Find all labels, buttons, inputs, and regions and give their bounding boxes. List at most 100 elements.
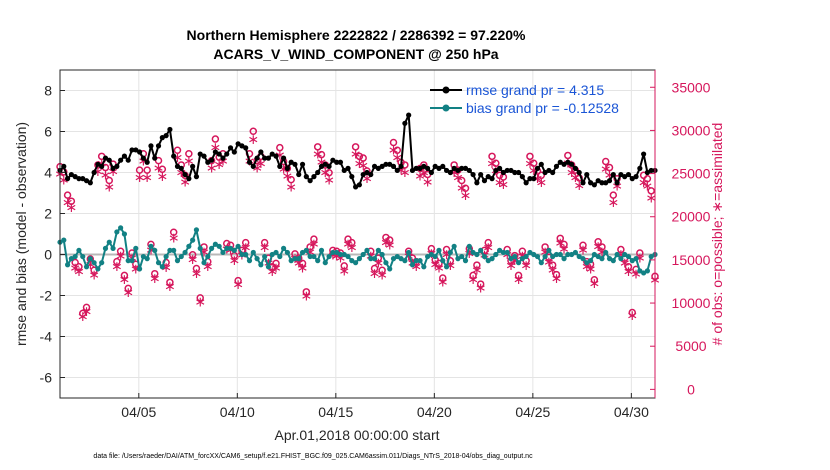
obs-assimilated-point: ∗ [596,244,608,260]
obs-possible-point [298,259,307,268]
rmse-point [387,161,393,167]
bias-point [515,260,522,266]
bias-point [565,251,571,258]
bias-point [462,258,469,264]
bias-point [315,258,321,264]
obs-assimilated-point: ∗ [399,165,411,181]
rmse-point [224,151,230,157]
obs-assimilated-point: ∗ [198,244,210,260]
bias-point [390,256,397,262]
obs-assimilated-point: ∗ [107,164,119,180]
obs-possible-point [188,250,197,259]
rmse-point [318,163,325,169]
obs-assimilated-point: ∗ [141,170,153,186]
obs-assimilated-point: ∗ [319,165,331,181]
obs-assimilated-point: ∗ [380,235,392,251]
rmse-point [106,157,112,163]
obs-assimilated-point: ∗ [414,168,426,184]
bias-point [235,243,241,249]
rmse-point [402,120,408,126]
obs-assimilated-point: ∗ [149,271,161,287]
y-right-tick-label: 10000 [672,295,711,311]
bias-point [83,264,90,270]
rmse-point [459,165,465,171]
rmse-point [258,149,264,155]
rmse-point [118,157,124,163]
bias-point [360,251,366,258]
rmse-point [534,165,541,171]
obs-assimilated-point: ∗ [342,236,354,252]
obs-possible-point [427,244,436,253]
obs-possible-point [154,156,163,165]
rmse-point [428,169,435,176]
obs-assimilated-point: ∗ [316,154,328,170]
obs-possible-point [116,247,125,256]
obs-assimilated-point: ∗ [592,239,604,255]
bias-point [466,243,472,249]
obs-assimilated-point: ∗ [168,230,180,246]
rmse-point [99,163,105,169]
rmse-point [262,155,268,161]
obs-assimilated-point: ∗ [460,188,472,204]
obs-possible-point [260,238,269,247]
obs-assimilated-point: ∗ [58,173,70,189]
obs-assimilated-point: ∗ [266,264,278,280]
rmse-point [523,180,529,186]
obs-possible-point [609,191,618,199]
obs-assimilated-point: ∗ [255,156,267,172]
rmse-point [625,171,632,178]
obs-assimilated-point: ∗ [566,165,578,181]
obs-possible-point [624,263,633,271]
bias-point [341,251,347,258]
chart-title-line2: ACARS_V_WIND_COMPONENT @ 250 hPa [213,46,498,62]
bias-point [212,241,218,247]
rmse-point [296,171,302,178]
bias-point [239,251,245,258]
rmse-point [587,180,594,186]
rmse-point [493,167,499,174]
obs-possible-point [158,165,167,174]
obs-possible-point [537,171,546,180]
obs-possible-point [643,175,652,183]
obs-possible-point [598,243,606,251]
bias-point [80,253,86,260]
bias-point [163,253,169,260]
rmse-point [398,163,404,169]
bias-point [508,256,514,262]
obs-assimilated-point: ∗ [581,259,593,275]
bias-point [459,253,465,260]
obs-possible-point [143,166,151,174]
bias-point [136,266,143,272]
obs-assimilated-point: ∗ [134,170,146,186]
obs-possible-point [647,187,655,195]
rmse-point [356,182,362,188]
rmse-point [462,165,469,171]
rmse-point [174,163,181,169]
rmse-point [470,171,476,178]
rmse-point [542,169,548,176]
bias-point [133,245,139,251]
bias-point [493,251,499,258]
obs-assimilated-point: ∗ [338,263,350,279]
bias-point [614,251,620,258]
rmse-point [167,126,173,133]
obs-assimilated-point: ∗ [84,257,96,273]
bias-point [231,247,237,253]
rmse-point [334,159,340,165]
rmse-point [478,171,484,178]
bias-point [610,258,616,264]
rmse-point [504,167,510,174]
bias-point [428,251,435,258]
rmse-point [603,180,609,186]
rmse-point [303,174,309,180]
obs-assimilated-point: ∗ [623,264,635,280]
obs-assimilated-point: ∗ [467,272,479,288]
rmse-point [307,178,313,184]
bias-point [542,253,548,260]
rmse-point [193,174,200,180]
rmse-point [353,184,359,190]
bias-point [572,249,579,256]
bias-point [280,245,287,251]
rmse-point [110,165,116,171]
bias-point [523,253,529,260]
